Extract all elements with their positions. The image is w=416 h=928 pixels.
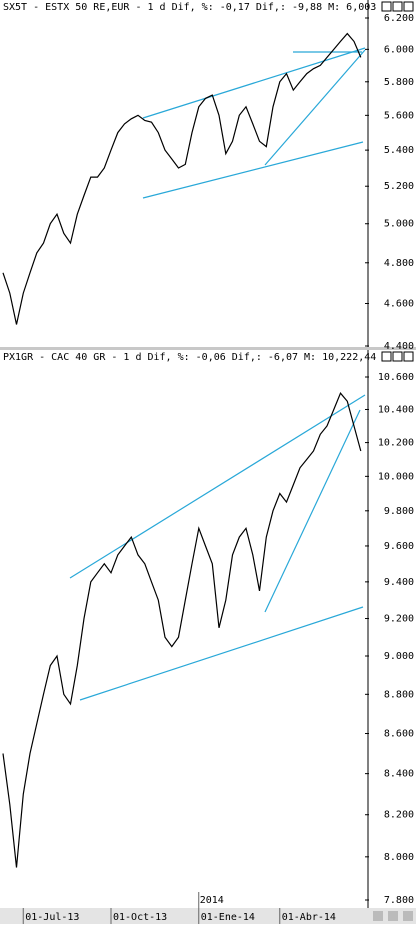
trend-line [142, 47, 366, 119]
tool-button[interactable] [373, 911, 383, 921]
maximize-button[interactable] [392, 351, 403, 362]
y-tick-label: 5.200 [384, 181, 414, 192]
y-tick-label: 9.800 [384, 506, 414, 517]
x-tick-label: 01-Abr-14 [282, 912, 336, 923]
y-tick-label: 10.000 [378, 471, 414, 482]
x-tick-label: 01-Oct-13 [113, 912, 167, 923]
price-line [2, 392, 362, 868]
tool-button[interactable] [388, 911, 398, 921]
y-tick-label: 5.800 [384, 77, 414, 88]
trend-line [264, 409, 361, 613]
y-tick-label: 8.400 [384, 769, 414, 780]
price-line [2, 32, 362, 325]
chart-title: SX5T - ESTX 50 RE,EUR - 1 d Dif, %: -0,1… [3, 2, 376, 13]
y-tick-label: 4.400 [384, 341, 414, 352]
y-tick-label: 5.000 [384, 219, 414, 230]
y-tick-label: 9.000 [384, 651, 414, 662]
y-tick-label: 8.000 [384, 852, 414, 863]
trend-line [79, 606, 364, 701]
y-tick-label: 8.200 [384, 810, 414, 821]
close-button[interactable] [403, 351, 414, 362]
tool-button[interactable] [403, 911, 413, 921]
y-tick-label: 8.600 [384, 729, 414, 740]
trend-line [69, 394, 366, 579]
y-tick-label: 9.600 [384, 541, 414, 552]
y-tick-label: 5.600 [384, 110, 414, 121]
y-tick-label: 10.400 [378, 404, 414, 415]
y-tick-label: 4.600 [384, 298, 414, 309]
annotation: 2014 [200, 895, 224, 906]
maximize-button[interactable] [392, 1, 403, 12]
window-buttons [373, 1, 414, 921]
x-axis-bar [0, 908, 416, 924]
x-tick-label: 01-Ene-14 [201, 912, 255, 923]
trend-line [264, 49, 366, 166]
y-tick-label: 7.800 [384, 895, 414, 906]
x-tick-label: 01-Jul-13 [25, 912, 79, 923]
y-tick-label: 10.600 [378, 372, 414, 383]
y-tick-label: 5.400 [384, 145, 414, 156]
y-tick-label: 6.200 [384, 13, 414, 24]
panel-separator [0, 347, 416, 350]
trend-lines [69, 47, 366, 701]
y-tick-label: 6.000 [384, 44, 414, 55]
y-tick-label: 10.200 [378, 438, 414, 449]
trend-line [142, 141, 364, 199]
y-tick-label: 9.400 [384, 577, 414, 588]
y-tick-label: 9.200 [384, 614, 414, 625]
chart-title: PX1GR - CAC 40 GR - 1 d Dif, %: -0,06 Di… [3, 352, 376, 363]
y-tick-label: 4.800 [384, 258, 414, 269]
y-tick-label: 8.800 [384, 689, 414, 700]
minimize-button[interactable] [381, 351, 392, 362]
minimize-button[interactable] [381, 1, 392, 12]
close-button[interactable] [403, 1, 414, 12]
